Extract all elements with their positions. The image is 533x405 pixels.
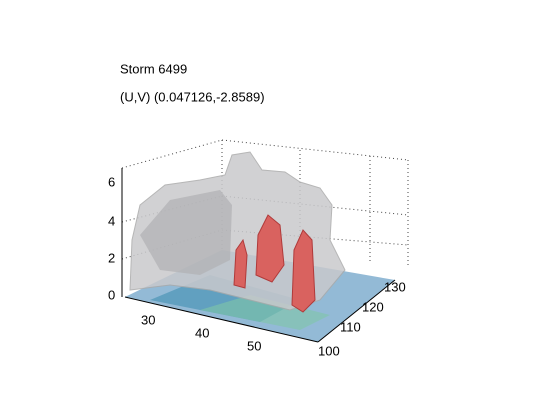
y-axis: [317, 279, 396, 343]
y-tick-label: 130: [384, 279, 406, 294]
title: Storm 6499: [120, 61, 187, 76]
x-axis: [124, 296, 319, 343]
core-isosurface: [291, 229, 316, 313]
core-isosurface: [233, 238, 248, 289]
y-tick-label: 110: [340, 319, 361, 334]
x-tick-label: 40: [195, 325, 209, 340]
z-tick-label: 2: [108, 250, 115, 265]
subtitle: (U,V) (0.047126,-2.8589): [120, 89, 265, 104]
cloud-shade: [140, 190, 232, 275]
x-tick-label: 30: [141, 312, 155, 327]
z-tick-label: 6: [108, 174, 115, 189]
z-tick-label: 4: [108, 213, 115, 228]
x-tick-label: 50: [247, 338, 261, 353]
floor-field-green: [200, 295, 330, 330]
z-tick-label: 0: [108, 287, 115, 302]
core-isosurface: [255, 214, 285, 283]
y-tick-label: 100: [318, 343, 340, 358]
y-tick-label: 120: [362, 299, 384, 314]
